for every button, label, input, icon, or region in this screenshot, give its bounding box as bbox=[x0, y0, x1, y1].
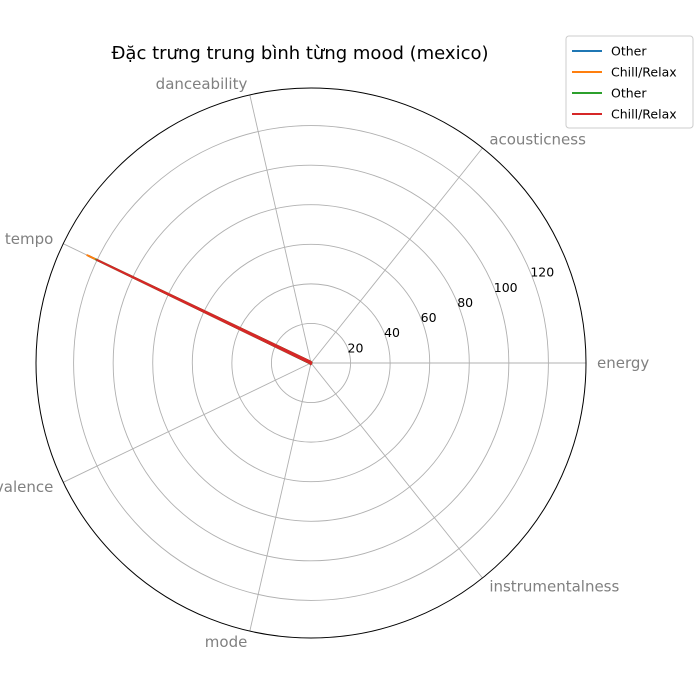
legend-box bbox=[565, 35, 694, 129]
axis-label-energy: energy bbox=[597, 354, 649, 372]
grid-spoke bbox=[310, 362, 483, 579]
axis-label-instrumentalness: instrumentalness bbox=[489, 578, 619, 596]
radial-tick-label: 80 bbox=[457, 295, 473, 310]
legend-label-3: Chill/Relax bbox=[611, 107, 677, 122]
legend-label-0: Other bbox=[611, 44, 647, 59]
legend-label-1: Chill/Relax bbox=[611, 65, 677, 80]
axis-label-mode: mode bbox=[205, 633, 248, 651]
series-line-3 bbox=[96, 258, 313, 366]
radial-tick-label: 40 bbox=[384, 325, 400, 340]
grid-spoke bbox=[249, 94, 312, 364]
radial-tick-label: 120 bbox=[530, 265, 554, 280]
axis-label-acousticness: acousticness bbox=[489, 130, 586, 148]
radial-tick-label: 100 bbox=[494, 280, 518, 295]
grid-spoke bbox=[249, 362, 312, 632]
grid-spoke bbox=[310, 147, 483, 364]
polar-frame bbox=[35, 87, 587, 639]
radial-tick-label: 20 bbox=[348, 340, 364, 355]
radial-tick-label: 60 bbox=[421, 310, 437, 325]
chart-title: Đặc trưng trung bình từng mood (mexico) bbox=[111, 43, 488, 64]
radial-tick-labels: 20 40 60 80 100 120 bbox=[348, 265, 555, 356]
axis-labels: energy acousticness danceability tempo valen… bbox=[0, 75, 649, 651]
series-lines bbox=[86, 254, 313, 366]
legend: Other Chill/Relax Other Chill/Relax bbox=[565, 35, 694, 129]
axis-label-valence: valence bbox=[0, 478, 53, 496]
grid-spoke bbox=[63, 362, 312, 483]
polar-grid bbox=[63, 94, 586, 632]
legend-label-2: Other bbox=[611, 86, 647, 101]
axis-label-danceability: danceability bbox=[156, 75, 248, 93]
axis-label-tempo: tempo bbox=[5, 230, 53, 248]
